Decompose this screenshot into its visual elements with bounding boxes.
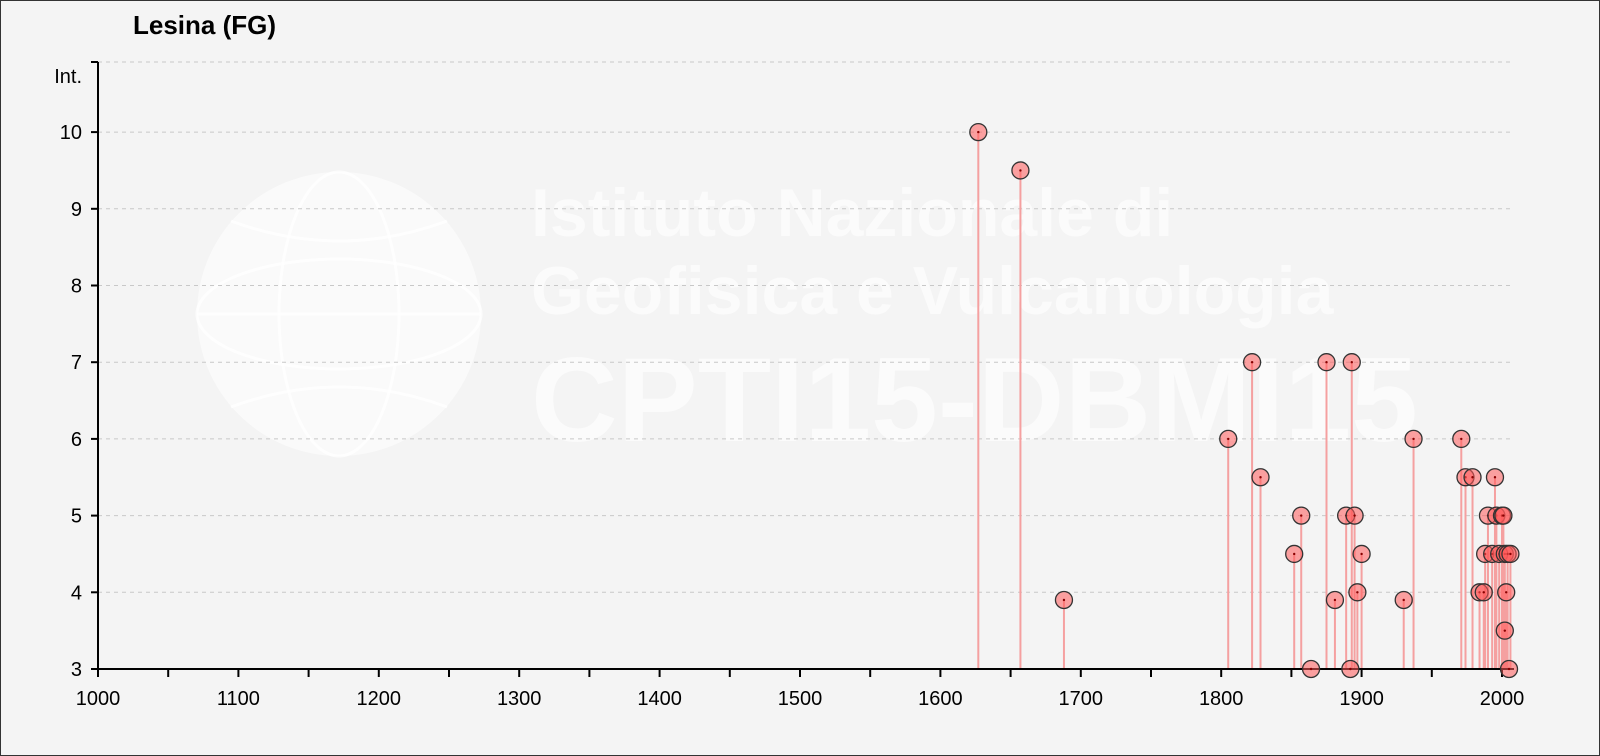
y-tick-label-8: 8 <box>71 276 82 298</box>
data-point-center-13 <box>1350 361 1353 364</box>
data-point-center-19 <box>1460 437 1463 441</box>
data-points <box>969 122 1520 679</box>
x-tick-label-1700: 1700 <box>1059 688 1104 710</box>
y-tick-label-4: 4 <box>71 582 82 604</box>
x-tick-label-1200: 1200 <box>357 688 402 710</box>
data-point-center-34 <box>1505 591 1508 594</box>
data-point-center-27 <box>1493 476 1497 479</box>
data-point-center-37 <box>1509 552 1512 556</box>
y-tick-label-10: 10 <box>60 122 82 144</box>
data-point-center-1 <box>1019 169 1022 172</box>
data-point-center-17 <box>1402 598 1405 602</box>
data-point-center-14 <box>1353 514 1356 517</box>
y-tick-label-5: 5 <box>71 506 82 528</box>
axes <box>97 62 1514 670</box>
watermark-line-3: CPTI15-DBMI15 <box>531 333 1418 467</box>
chart-title: Lesina (FG) <box>133 10 276 40</box>
x-ticks: 1000 1100 1200 1300 1400 1500 1600 1700 1800 1900… <box>76 669 1525 710</box>
x-tick-label-1600: 1600 <box>918 688 963 710</box>
data-point-center-21 <box>1471 476 1474 479</box>
y-tick-label-6: 6 <box>71 429 82 451</box>
data-point-center-5 <box>1259 476 1262 479</box>
data-point-center-0 <box>977 130 980 134</box>
data-point-center-31 <box>1502 514 1505 517</box>
data-point-center-7 <box>1300 514 1303 517</box>
y-tick-label-7: 7 <box>71 352 82 374</box>
watermark-line-1: Istituto Nazionale di <box>531 175 1173 251</box>
y-tick-label-9: 9 <box>71 199 82 221</box>
x-tick-label-1500: 1500 <box>778 688 823 710</box>
data-point-center-16 <box>1360 552 1363 556</box>
ingv-globe-logo <box>195 170 483 458</box>
x-tick-label-1900: 1900 <box>1339 688 1384 710</box>
data-point-center-2 <box>1062 598 1066 602</box>
data-point-center-36 <box>1507 667 1511 671</box>
x-tick-label-1300: 1300 <box>497 688 542 710</box>
data-point-center-23 <box>1482 591 1485 594</box>
data-point-center-33 <box>1503 629 1507 632</box>
x-tick-label-1800: 1800 <box>1199 688 1244 710</box>
stems <box>977 132 1512 669</box>
y-tick-label-3: 3 <box>71 659 82 681</box>
data-point-center-18 <box>1412 437 1415 441</box>
data-point-center-3 <box>1227 437 1230 441</box>
data-point-center-9 <box>1325 361 1328 364</box>
x-tick-label-1000: 1000 <box>76 688 121 710</box>
x-tick-label-1100: 1100 <box>217 688 260 710</box>
y-ticks: 3 4 5 6 7 8 9 10 <box>60 61 98 681</box>
x-tick-label-1400: 1400 <box>637 688 682 710</box>
y-axis-label: Int. <box>54 66 82 88</box>
data-point-center-6 <box>1293 552 1296 556</box>
data-point-center-10 <box>1333 598 1337 602</box>
data-point-center-4 <box>1250 361 1254 364</box>
watermark: Istituto Nazionale di Geofisica e Vulcan… <box>195 170 1418 467</box>
data-point-center-8 <box>1309 667 1313 671</box>
x-tick-label-2000: 2000 <box>1480 688 1525 710</box>
data-point-center-12 <box>1349 667 1352 671</box>
data-point-center-15 <box>1356 591 1359 594</box>
grid-lines <box>98 61 1514 593</box>
watermark-line-2: Geofisica e Vulcanologia <box>531 253 1335 329</box>
